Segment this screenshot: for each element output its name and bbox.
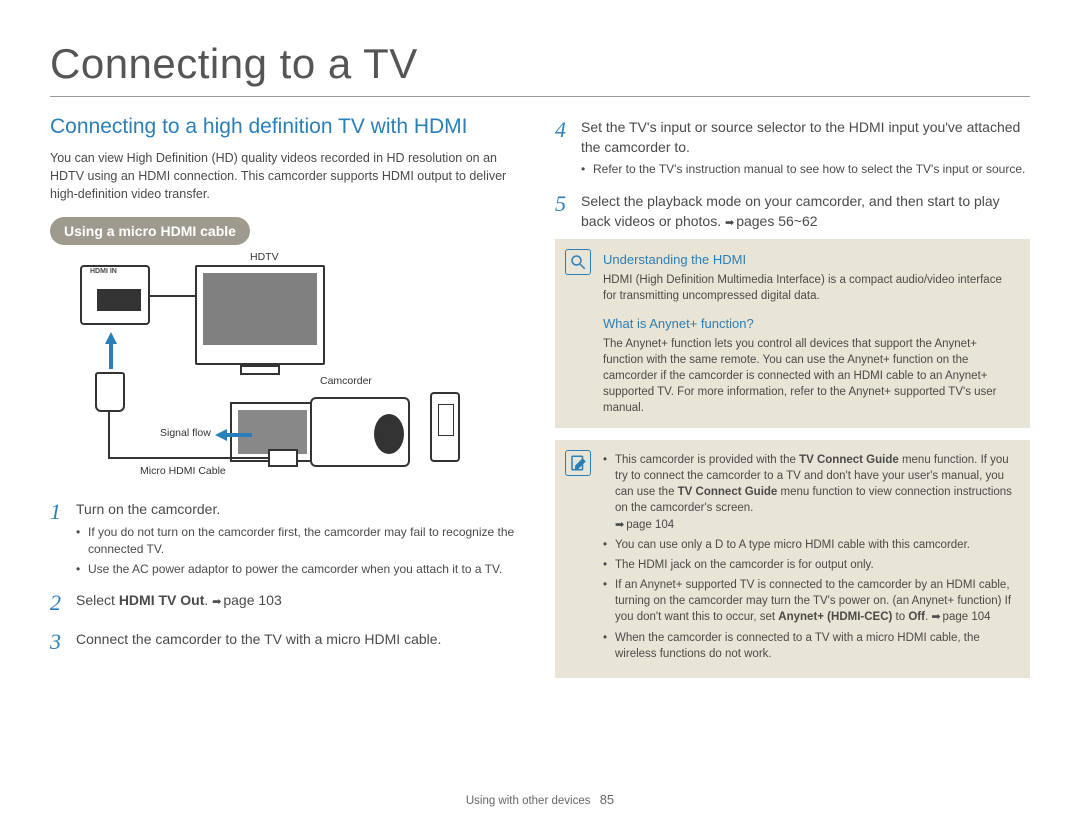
step-text: Connect the camcorder to the TV with a m… <box>76 631 441 647</box>
section-heading: Connecting to a high definition TV with … <box>50 115 525 139</box>
note-icon <box>565 450 591 476</box>
step-number: 2 <box>50 588 66 619</box>
signal-flow-label: Signal flow <box>160 427 211 439</box>
callout-line <box>150 295 195 297</box>
arrow-left-icon <box>215 429 227 441</box>
page-ref: page 104 <box>931 611 990 623</box>
step-text-post: . <box>204 592 212 608</box>
right-column: 4 Set the TV's input or source selector … <box>555 115 1030 690</box>
info-heading: What is Anynet+ function? <box>603 315 1016 333</box>
step-number: 5 <box>555 189 571 231</box>
page-ref: page 104 <box>615 519 674 531</box>
cable-line-v <box>108 412 110 457</box>
connector-closeup <box>430 392 460 462</box>
step-bullet: Refer to the TV's instruction manual to … <box>581 161 1030 178</box>
step-1: 1 Turn on the camcorder. If you do not t… <box>50 497 525 580</box>
note-bullet: When the camcorder is connected to a TV … <box>603 630 1016 662</box>
step-bullet: If you do not turn on the camcorder firs… <box>76 524 525 558</box>
step-4: 4 Set the TV's input or source selector … <box>555 115 1030 181</box>
step-text: Turn on the camcorder. <box>76 501 220 517</box>
step-text-pre: Select <box>76 592 119 608</box>
step-number: 4 <box>555 115 571 181</box>
magnify-icon <box>565 249 591 275</box>
cable-end <box>268 449 298 467</box>
info-box-hdmi: Understanding the HDMI HDMI (High Defini… <box>555 239 1030 428</box>
camcorder-label: Camcorder <box>320 375 372 387</box>
step-number: 3 <box>50 627 66 658</box>
cable-plug <box>95 372 125 412</box>
step-number: 1 <box>50 497 66 580</box>
page-title: Connecting to a TV <box>50 40 1030 97</box>
footer-section: Using with other devices <box>466 795 591 807</box>
arrow-up-icon <box>105 332 117 344</box>
hdmi-in-label: HDMI IN <box>90 268 117 275</box>
connection-diagram: HDMI IN HDTV Camcorder Signal flow Micro… <box>50 257 525 487</box>
step-text: Set the TV's input or source selector to… <box>581 119 1020 155</box>
step-3: 3 Connect the camcorder to the TV with a… <box>50 627 525 658</box>
subsection-pill: Using a micro HDMI cable <box>50 217 250 245</box>
intro-paragraph: You can view High Definition (HD) qualit… <box>50 149 525 203</box>
page-ref: pages 56~62 <box>725 213 818 229</box>
hdtv-label: HDTV <box>250 251 279 263</box>
note-bullet: If an Anynet+ supported TV is connected … <box>603 577 1016 626</box>
cable-label: Micro HDMI Cable <box>140 465 226 477</box>
page-number: 85 <box>600 792 614 807</box>
cable-line-h <box>108 457 268 459</box>
page-footer: Using with other devices 85 <box>0 792 1080 807</box>
note-bullet: The HDMI jack on the camcorder is for ou… <box>603 557 1016 573</box>
step-2: 2 Select HDMI TV Out. page 103 <box>50 588 525 619</box>
note-bullet: You can use only a D to A type micro HDM… <box>603 537 1016 553</box>
info-text: The Anynet+ function lets you control al… <box>603 336 1016 416</box>
page-ref: page 103 <box>212 592 282 608</box>
note-bullet: This camcorder is provided with the TV C… <box>603 452 1016 533</box>
tv-illustration <box>195 265 325 365</box>
info-text: HDMI (High Definition Multimedia Interfa… <box>603 272 1016 304</box>
step-bullet: Use the AC power adaptor to power the ca… <box>76 561 525 578</box>
camcorder-illustration <box>230 387 420 477</box>
step-bold: HDMI TV Out <box>119 592 205 608</box>
tv-stand <box>240 365 280 375</box>
content-columns: Connecting to a high definition TV with … <box>50 115 1030 690</box>
step-5: 5 Select the playback mode on your camco… <box>555 189 1030 231</box>
info-heading: Understanding the HDMI <box>603 251 1016 269</box>
info-box-notes: This camcorder is provided with the TV C… <box>555 440 1030 678</box>
left-column: Connecting to a high definition TV with … <box>50 115 525 690</box>
